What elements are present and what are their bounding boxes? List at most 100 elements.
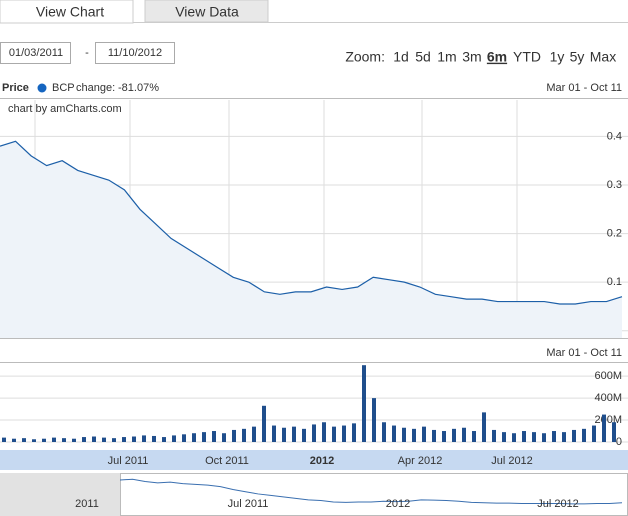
x-tick-label: Apr 2012 xyxy=(398,455,443,467)
volume-bar xyxy=(72,438,76,442)
volume-bar xyxy=(322,422,326,442)
volume-bar xyxy=(62,438,66,442)
y-tick-label: 0.4 xyxy=(607,130,622,142)
volume-bar xyxy=(372,398,376,442)
date-axis-band xyxy=(0,450,628,470)
volume-bar xyxy=(22,438,26,442)
zoom-option[interactable]: 5d xyxy=(415,49,431,65)
change-value: -81.07% xyxy=(118,82,159,94)
volume-bar xyxy=(492,429,496,442)
volume-bar xyxy=(192,433,196,442)
navigator-label: Jul 2012 xyxy=(537,498,579,510)
period: Mar 01 - Oct 11 xyxy=(546,82,622,94)
volume-bar xyxy=(2,437,6,442)
volume-bar xyxy=(402,427,406,442)
x-tick-label: Jul 2011 xyxy=(108,455,149,467)
volume-bar xyxy=(422,426,426,442)
y-tick-label: 600M xyxy=(594,370,622,382)
zoom-option[interactable]: 3m xyxy=(462,49,481,65)
navigator-line xyxy=(119,478,623,505)
area xyxy=(0,141,622,338)
zoom-option[interactable]: YTD xyxy=(513,49,541,65)
zoom-label: Zoom: xyxy=(345,49,385,65)
volume-bar xyxy=(182,434,186,442)
volume-bar xyxy=(232,429,236,442)
volume-bar xyxy=(102,437,106,442)
volume-bar xyxy=(522,431,526,442)
zoom-option[interactable]: 1m xyxy=(437,49,456,65)
volume-bar xyxy=(472,431,476,442)
volume-bar xyxy=(282,427,286,442)
volume-bar xyxy=(572,429,576,442)
volume-bar xyxy=(542,433,546,442)
zoom-option[interactable]: 1d xyxy=(393,49,409,65)
volume-bar xyxy=(302,428,306,442)
legend-marker[interactable] xyxy=(37,83,47,93)
volume-bar xyxy=(42,438,46,442)
volume-bar xyxy=(272,425,276,442)
tab-label[interactable]: View Data xyxy=(175,4,239,20)
volume-bar xyxy=(532,432,536,442)
volume-bar xyxy=(32,439,36,442)
navigator-outside xyxy=(0,473,120,516)
credit: chart by amCharts.com xyxy=(8,103,122,115)
volume-bar xyxy=(12,438,16,442)
volume-bar xyxy=(112,438,116,442)
y-tick-label: 400M xyxy=(594,392,622,404)
volume-bar xyxy=(292,426,296,442)
panel-title: Price xyxy=(2,82,29,94)
legend-name[interactable]: BCP xyxy=(52,82,75,94)
volume-bar xyxy=(392,425,396,442)
volume-bar xyxy=(342,425,346,442)
volume-bar xyxy=(612,422,616,442)
tab-label[interactable]: View Chart xyxy=(36,4,104,20)
date-input[interactable] xyxy=(95,42,175,64)
tab-active[interactable] xyxy=(0,0,134,24)
volume-bar xyxy=(452,428,456,442)
volume-bar xyxy=(222,433,226,442)
volume-bar xyxy=(312,424,316,442)
zoom-option[interactable]: 1y xyxy=(550,49,565,65)
volume-bar xyxy=(352,423,356,442)
zoom-option[interactable]: 5y xyxy=(570,49,585,65)
volume-bar xyxy=(562,432,566,442)
date-separator: - xyxy=(85,47,89,59)
navigator-label: Jul 2011 xyxy=(228,498,269,510)
volume-bar xyxy=(132,436,136,442)
y-tick-label: 0.3 xyxy=(607,179,622,191)
zoom-option[interactable]: Max xyxy=(590,49,616,65)
volume-bar xyxy=(602,414,606,442)
x-tick-label: 2012 xyxy=(310,455,334,467)
volume-bar xyxy=(162,437,166,442)
volume-bar xyxy=(432,429,436,442)
volume-bar xyxy=(442,431,446,442)
change-label: change: xyxy=(76,82,115,94)
volume-bar xyxy=(462,427,466,442)
navigator-label: 2012 xyxy=(386,498,410,510)
volume-bar xyxy=(592,425,596,442)
zoom-option[interactable]: 6m xyxy=(487,49,507,65)
date-input[interactable] xyxy=(0,42,71,64)
volume-bar xyxy=(252,426,256,442)
volume-bar xyxy=(552,431,556,442)
date-to[interactable]: 11/10/2012 xyxy=(108,47,162,59)
y-tick-label: 0.2 xyxy=(607,227,622,239)
volume-bar xyxy=(362,365,366,442)
volume-bar xyxy=(142,435,146,442)
y-tick-label: 200M xyxy=(594,414,622,426)
volume-bar xyxy=(512,433,516,442)
volume-bar xyxy=(332,426,336,442)
x-tick-label: Oct 2011 xyxy=(205,455,249,467)
volume-bar xyxy=(202,432,206,442)
date-from[interactable]: 01/03/2011 xyxy=(9,47,63,59)
volume-bar xyxy=(172,435,176,442)
volume-bar xyxy=(582,428,586,442)
volume-bar xyxy=(82,437,86,442)
period: Mar 01 - Oct 11 xyxy=(546,347,622,359)
volume-bar xyxy=(152,435,156,442)
navigator-label: 2011 xyxy=(75,498,99,510)
volume-bar xyxy=(382,422,386,442)
volume-bar xyxy=(242,428,246,442)
